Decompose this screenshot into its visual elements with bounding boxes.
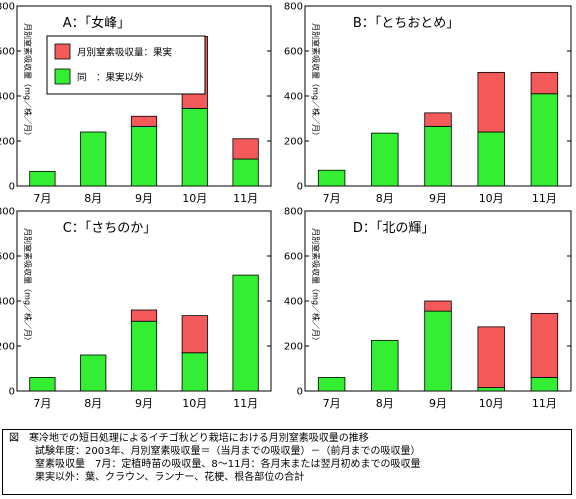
y-tick-label: 800 xyxy=(0,207,15,218)
x-tick-label: 9月 xyxy=(429,192,447,205)
chart-panel-2: 0 200 400 600 800 月別窒素吸収量（mg／株／月） 7月 8月 9月 10月 11月… xyxy=(284,2,572,205)
bar-segment-non-fruit xyxy=(371,132,399,187)
y-tick-label: 400 xyxy=(284,297,303,308)
y-tick-label: 200 xyxy=(0,137,15,148)
caption-note-3: 果実以外：葉、クラウン、ランナー、花梗、根各部位の合計 xyxy=(35,472,305,483)
caption-box: 図 寒冷地での短日処理によるイチゴ秋どり栽培における月別窒素吸収量の推移 試験年… xyxy=(2,429,572,495)
x-tick-label: 8月 xyxy=(376,192,394,205)
x-tick-label: 8月 xyxy=(84,192,102,205)
bar-segment-fruit xyxy=(530,71,559,95)
x-tick-label: 7月 xyxy=(33,397,51,410)
y-axis-label: 月別窒素吸収量（mg／株／月） xyxy=(311,228,321,345)
x-tick-label: 10月 xyxy=(182,192,207,205)
bar-segment-non-fruit xyxy=(530,93,559,187)
x-tick-label: 9月 xyxy=(135,397,153,410)
bar-segment-non-fruit xyxy=(130,320,158,392)
y-tick-label: 400 xyxy=(0,297,15,308)
y-tick-label: 600 xyxy=(284,47,303,58)
x-tick-label: 11月 xyxy=(532,397,557,410)
x-tick-label: 11月 xyxy=(532,192,557,205)
bar-segment-non-fruit xyxy=(424,125,452,187)
x-tick-label: 8月 xyxy=(84,397,102,410)
chart-panel-4: 0 200 400 600 800 月別窒素吸収量（mg／株／月） 7月 8月 9月 10月 11月… xyxy=(284,207,572,410)
bar-segment-fruit xyxy=(130,115,158,127)
bar-segment-non-fruit xyxy=(477,387,505,392)
bar-segment-fruit xyxy=(181,315,208,354)
bar-segment-non-fruit xyxy=(232,158,259,187)
figure: 0 200 400 600 800 月別窒素吸収量（mg／株／月） 7月 8月 9月 10月 11月… xyxy=(0,2,572,410)
caption-note-2: 窒素吸収量 7月：定植時苗の吸収量、8～11月：各月末または翌月初めまでの吸収量 xyxy=(35,459,421,470)
y-tick-label: 600 xyxy=(0,47,15,58)
bar-segment-fruit xyxy=(424,300,452,312)
legend-box xyxy=(46,35,206,95)
chart-title: B：「とちおとめ」 xyxy=(353,16,459,31)
y-tick-label: 200 xyxy=(284,137,303,148)
y-tick-label: 400 xyxy=(0,92,15,103)
y-tick-label: 200 xyxy=(284,342,303,353)
x-tick-label: 7月 xyxy=(33,192,51,205)
bar-segment-non-fruit xyxy=(29,170,56,187)
y-axis-label: 月別窒素吸収量（mg／株／月） xyxy=(311,23,321,140)
bar-segment-non-fruit xyxy=(80,354,107,392)
bar-segment-fruit xyxy=(424,112,452,127)
x-tick-label: 9月 xyxy=(429,397,447,410)
chart-panel-3: 0 200 400 600 800 月別窒素吸収量（mg／株／月） 7月 8月 9月 10月 11月… xyxy=(0,207,272,410)
x-tick-label: 11月 xyxy=(233,397,258,410)
chart-title: A：「女峰」 xyxy=(63,15,130,31)
chart-panel-1: 0 200 400 600 800 月別窒素吸収量（mg／株／月） 7月 8月 9月 10月 11月… xyxy=(0,2,272,205)
bar-segment-fruit xyxy=(130,309,158,322)
x-tick-label: 10月 xyxy=(182,397,207,410)
y-axis-label: 月別窒素吸収量（mg／株／月） xyxy=(23,228,33,345)
bar-segment-non-fruit xyxy=(530,377,559,392)
bar-segment-non-fruit xyxy=(317,169,346,187)
y-tick-label: 800 xyxy=(284,2,303,13)
x-tick-label: 8月 xyxy=(376,397,394,410)
bar-segment-non-fruit xyxy=(317,377,346,392)
y-tick-label: 600 xyxy=(0,252,15,263)
bar-segment-fruit xyxy=(477,326,505,389)
x-tick-label: 7月 xyxy=(323,192,341,205)
chart-title: C：「さちのか」 xyxy=(63,221,157,236)
y-axis-label: 月別窒素吸収量（mg／株／月） xyxy=(23,23,33,140)
y-tick-label: 600 xyxy=(284,252,303,263)
x-tick-label: 10月 xyxy=(479,192,504,205)
caption-title: 図 寒冷地での短日処理によるイチゴ秋どり栽培における月別窒素吸収量の推移 xyxy=(9,433,369,444)
x-tick-label: 10月 xyxy=(479,397,504,410)
y-tick-label: 800 xyxy=(0,2,15,13)
caption-note-1: 試験年度：2003年、月別窒素吸収量＝（当月までの吸収量）－（前月までの吸収量） xyxy=(35,446,421,457)
y-tick-label: 400 xyxy=(284,92,303,103)
x-tick-label: 11月 xyxy=(233,192,258,205)
legend-swatch xyxy=(54,43,71,60)
bar-segment-non-fruit xyxy=(477,131,505,187)
bar-segment-non-fruit xyxy=(371,339,399,392)
bar-segment-fruit xyxy=(530,312,559,378)
chart-title: D：「北の輝」 xyxy=(353,221,435,236)
legend-swatch xyxy=(54,68,71,85)
legend-label: 月別窒素吸収量：果実 xyxy=(77,47,173,59)
y-tick-label: 0 xyxy=(9,182,15,193)
bar-segment-non-fruit xyxy=(181,352,208,392)
bar-segment-non-fruit xyxy=(29,377,56,392)
bar-segment-non-fruit xyxy=(130,125,158,187)
legend: 月別窒素吸収量：果実同 ：果実以外 xyxy=(46,35,206,95)
bar-segment-fruit xyxy=(232,138,259,160)
y-tick-label: 0 xyxy=(9,387,15,398)
y-tick-label: 0 xyxy=(297,182,303,193)
x-tick-label: 9月 xyxy=(135,192,153,205)
bar-segment-non-fruit xyxy=(80,131,107,187)
bar-segment-fruit xyxy=(477,71,505,133)
y-tick-label: 200 xyxy=(0,342,15,353)
x-tick-label: 7月 xyxy=(323,397,341,410)
bar-segment-non-fruit xyxy=(181,107,208,187)
y-tick-label: 0 xyxy=(297,387,303,398)
legend-label: 同 ：果実以外 xyxy=(77,72,144,84)
y-tick-label: 800 xyxy=(284,207,303,218)
bar-segment-non-fruit xyxy=(232,274,259,392)
bar-segment-non-fruit xyxy=(424,310,452,392)
